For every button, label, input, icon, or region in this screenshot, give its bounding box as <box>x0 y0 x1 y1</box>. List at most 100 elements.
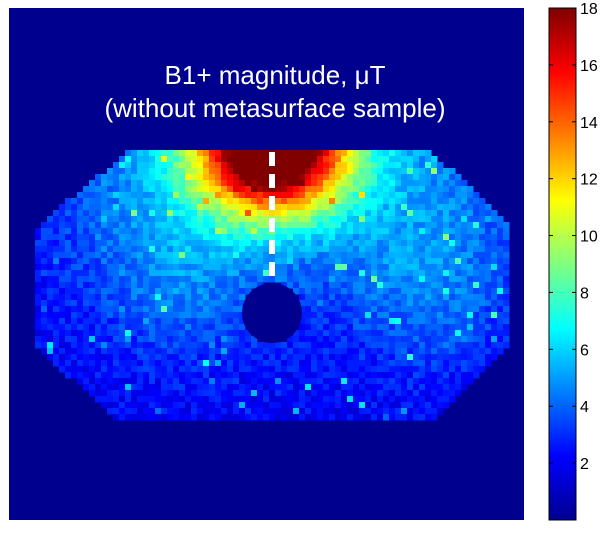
heatmap-cell <box>287 174 294 181</box>
heatmap-cell <box>407 180 414 187</box>
heatmap-cell <box>497 318 504 325</box>
heatmap-cell <box>425 264 432 271</box>
heatmap-cell <box>185 228 192 235</box>
heatmap-cell <box>191 318 198 325</box>
heatmap-cell <box>65 210 72 217</box>
heatmap-cell <box>359 228 366 235</box>
heatmap-cell <box>449 210 456 217</box>
heatmap-cell <box>491 312 498 319</box>
heatmap-cell <box>209 390 216 397</box>
heatmap-cell <box>53 318 60 325</box>
heatmap-cell <box>71 258 78 265</box>
heatmap-cell <box>47 330 54 337</box>
heatmap-cell <box>413 192 420 199</box>
heatmap-cell <box>143 396 150 403</box>
heatmap-cell <box>77 288 84 295</box>
heatmap-cell <box>311 306 318 313</box>
heatmap-cell <box>377 240 384 247</box>
heatmap-cell <box>65 258 72 265</box>
heatmap-cell <box>293 150 300 157</box>
heatmap-cell <box>245 360 252 367</box>
heatmap-cell <box>473 264 480 271</box>
heatmap-cell <box>41 312 48 319</box>
heatmap-cell <box>257 354 264 361</box>
heatmap-cell <box>167 390 174 397</box>
heatmap-cell <box>335 252 342 259</box>
heatmap-cell <box>419 198 426 205</box>
heatmap-cell <box>215 336 222 343</box>
heatmap-cell <box>371 168 378 175</box>
heatmap-cell <box>371 366 378 373</box>
heatmap-cell <box>395 300 402 307</box>
heatmap-cell <box>281 246 288 253</box>
heatmap-cell <box>425 390 432 397</box>
heatmap-cell <box>299 162 306 169</box>
heatmap-cell <box>491 270 498 277</box>
heatmap-cell <box>161 186 168 193</box>
heatmap-cell <box>143 402 150 409</box>
heatmap-cell <box>311 186 318 193</box>
heatmap-cell <box>251 216 258 223</box>
heatmap-cell <box>125 180 132 187</box>
heatmap-cell <box>383 294 390 301</box>
heatmap-cell <box>275 264 282 271</box>
heatmap-cell <box>143 408 150 415</box>
heatmap-cell <box>59 294 66 301</box>
heatmap-cell <box>413 150 420 157</box>
heatmap-cell <box>341 414 348 421</box>
heatmap-cell <box>95 318 102 325</box>
heatmap-cell <box>395 240 402 247</box>
heatmap-cell <box>293 372 300 379</box>
heatmap-cell <box>413 180 420 187</box>
heatmap-cell <box>143 150 150 157</box>
heatmap-cell <box>347 228 354 235</box>
heatmap-cell <box>431 324 438 331</box>
heatmap-cell <box>389 228 396 235</box>
heatmap-cell <box>503 324 510 331</box>
heatmap-cell <box>407 228 414 235</box>
heatmap-cell <box>239 378 246 385</box>
heatmap-cell <box>365 222 372 229</box>
heatmap-cell <box>311 396 318 403</box>
heatmap-cell <box>155 306 162 313</box>
heatmap-cell <box>467 306 474 313</box>
heatmap-cell <box>455 192 462 199</box>
heatmap-cell <box>431 288 438 295</box>
heatmap-cell <box>149 216 156 223</box>
heatmap-cell <box>377 276 384 283</box>
heatmap-cell <box>269 192 276 199</box>
heatmap-cell <box>215 276 222 283</box>
heatmap-cell <box>131 228 138 235</box>
heatmap-cell <box>323 390 330 397</box>
heatmap-cell <box>413 306 420 313</box>
heatmap-cell <box>191 414 198 421</box>
heatmap-cell <box>305 384 312 391</box>
heatmap-cell <box>269 234 276 241</box>
heatmap-cell <box>131 282 138 289</box>
heatmap-cell <box>443 360 450 367</box>
heatmap-cell <box>131 318 138 325</box>
heatmap-cell <box>59 228 66 235</box>
heatmap-cell <box>107 342 114 349</box>
heatmap-cell <box>299 402 306 409</box>
heatmap-cell <box>221 318 228 325</box>
heatmap-cell <box>161 384 168 391</box>
heatmap-cell <box>317 264 324 271</box>
heatmap-cell <box>185 396 192 403</box>
heatmap-cell <box>41 342 48 349</box>
heatmap-cell <box>497 300 504 307</box>
heatmap-cell <box>107 294 114 301</box>
heatmap-cell <box>269 210 276 217</box>
heatmap-cell <box>377 288 384 295</box>
heatmap-cell <box>137 396 144 403</box>
heatmap-cell <box>167 378 174 385</box>
heatmap-cell <box>125 378 132 385</box>
heatmap-cell <box>173 264 180 271</box>
heatmap-cell <box>119 342 126 349</box>
heatmap-cell <box>323 258 330 265</box>
heatmap-cell <box>155 258 162 265</box>
heatmap-cell <box>347 318 354 325</box>
heatmap-cell <box>137 372 144 379</box>
heatmap-cell <box>287 396 294 403</box>
heatmap-cell <box>215 270 222 277</box>
